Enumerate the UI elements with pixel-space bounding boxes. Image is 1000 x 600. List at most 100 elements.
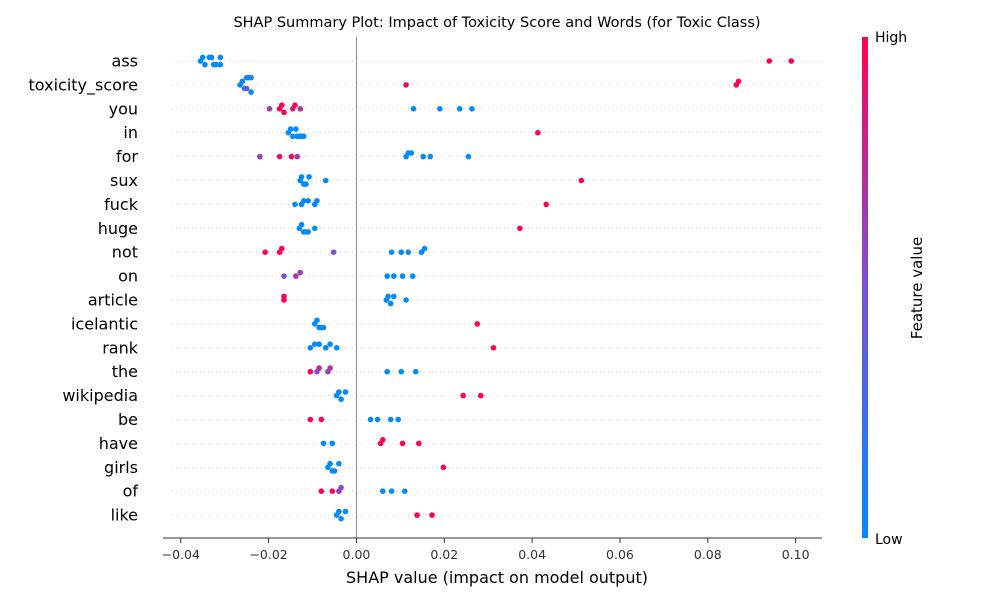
data-point	[410, 106, 417, 112]
data-point	[367, 416, 374, 423]
feature-label: wikipedia	[62, 386, 138, 405]
data-point	[333, 345, 340, 351]
data-point	[408, 150, 415, 156]
data-point	[314, 198, 320, 204]
data-point	[287, 126, 294, 132]
x-tick-label: 0.08	[694, 547, 722, 562]
feature-label: of	[123, 482, 139, 501]
data-point	[336, 508, 342, 515]
data-point	[305, 198, 311, 204]
colorbar	[862, 37, 868, 538]
data-point	[298, 221, 305, 228]
feature-label: like	[111, 506, 138, 525]
data-point	[385, 293, 391, 300]
data-point	[217, 61, 224, 68]
data-point	[199, 54, 206, 61]
data-point	[578, 177, 585, 184]
data-point	[456, 106, 463, 112]
data-points	[197, 54, 795, 522]
data-point	[390, 273, 397, 279]
feature-label: in	[123, 123, 138, 142]
data-point	[380, 437, 386, 443]
x-tick-label: 0.02	[430, 547, 458, 562]
data-point	[399, 273, 406, 279]
data-point	[437, 106, 443, 112]
data-point	[320, 440, 327, 447]
feature-label: ass	[112, 52, 138, 71]
data-point	[465, 153, 472, 160]
data-point	[266, 106, 273, 112]
data-point	[217, 54, 224, 61]
colorbar-high-label: High	[875, 30, 907, 46]
data-point	[390, 293, 397, 300]
data-point	[338, 515, 344, 522]
data-point	[305, 229, 311, 235]
data-point	[314, 317, 320, 324]
data-point	[307, 345, 314, 351]
data-point	[306, 174, 312, 180]
feature-label: huge	[98, 219, 138, 238]
data-point	[327, 460, 333, 467]
feature-label: toxicity_score	[29, 75, 138, 95]
data-point	[420, 153, 427, 160]
data-point	[316, 365, 322, 371]
data-point	[399, 440, 406, 447]
data-point	[384, 273, 391, 279]
data-point	[329, 440, 336, 447]
data-point	[202, 61, 208, 68]
colorbar-title: Feature value	[908, 237, 926, 339]
data-point	[429, 512, 435, 518]
data-point	[403, 82, 409, 88]
data-point	[535, 129, 541, 136]
data-point	[327, 341, 333, 348]
feature-label: article	[88, 291, 138, 310]
data-point	[387, 416, 394, 423]
data-point	[374, 416, 381, 423]
feature-label: fuck	[104, 195, 139, 214]
feature-label: you	[109, 99, 138, 118]
data-point	[405, 249, 412, 255]
data-point	[262, 249, 268, 255]
data-point	[248, 89, 254, 95]
feature-label: sux	[110, 171, 138, 190]
data-point	[307, 368, 314, 375]
data-point	[338, 484, 344, 491]
data-point	[248, 74, 254, 81]
x-tick-label: −0.04	[162, 547, 200, 562]
data-point	[243, 85, 250, 92]
data-point	[414, 512, 420, 518]
x-tick-label: 0.06	[606, 547, 634, 562]
data-point	[298, 174, 305, 180]
data-point	[490, 345, 497, 351]
data-point	[311, 341, 318, 348]
data-point	[239, 78, 246, 85]
data-point	[336, 389, 342, 395]
x-tick-label: 0.00	[343, 547, 371, 562]
data-point	[311, 225, 318, 232]
data-point	[440, 464, 447, 471]
data-point	[281, 109, 287, 116]
data-point	[293, 273, 299, 279]
data-point	[409, 273, 416, 279]
data-point	[380, 488, 386, 495]
x-tick-label: 0.10	[782, 547, 810, 562]
colorbar-low-label: Low	[875, 532, 903, 548]
data-point	[469, 106, 475, 112]
data-point	[303, 181, 309, 187]
data-point	[318, 488, 325, 495]
data-point	[297, 269, 304, 276]
data-point	[460, 392, 466, 399]
feature-label: have	[99, 434, 138, 453]
data-point	[281, 273, 287, 279]
data-point	[403, 297, 409, 303]
data-point	[427, 153, 434, 160]
x-axis-ticks: −0.04 −0.02 0.00 0.02 0.04 0.06 0.08 0.10	[162, 538, 810, 562]
data-point	[788, 58, 795, 64]
data-point	[395, 416, 401, 423]
data-point	[412, 368, 419, 375]
data-point	[300, 198, 307, 204]
data-point	[281, 293, 287, 300]
feature-label: rank	[102, 338, 139, 357]
